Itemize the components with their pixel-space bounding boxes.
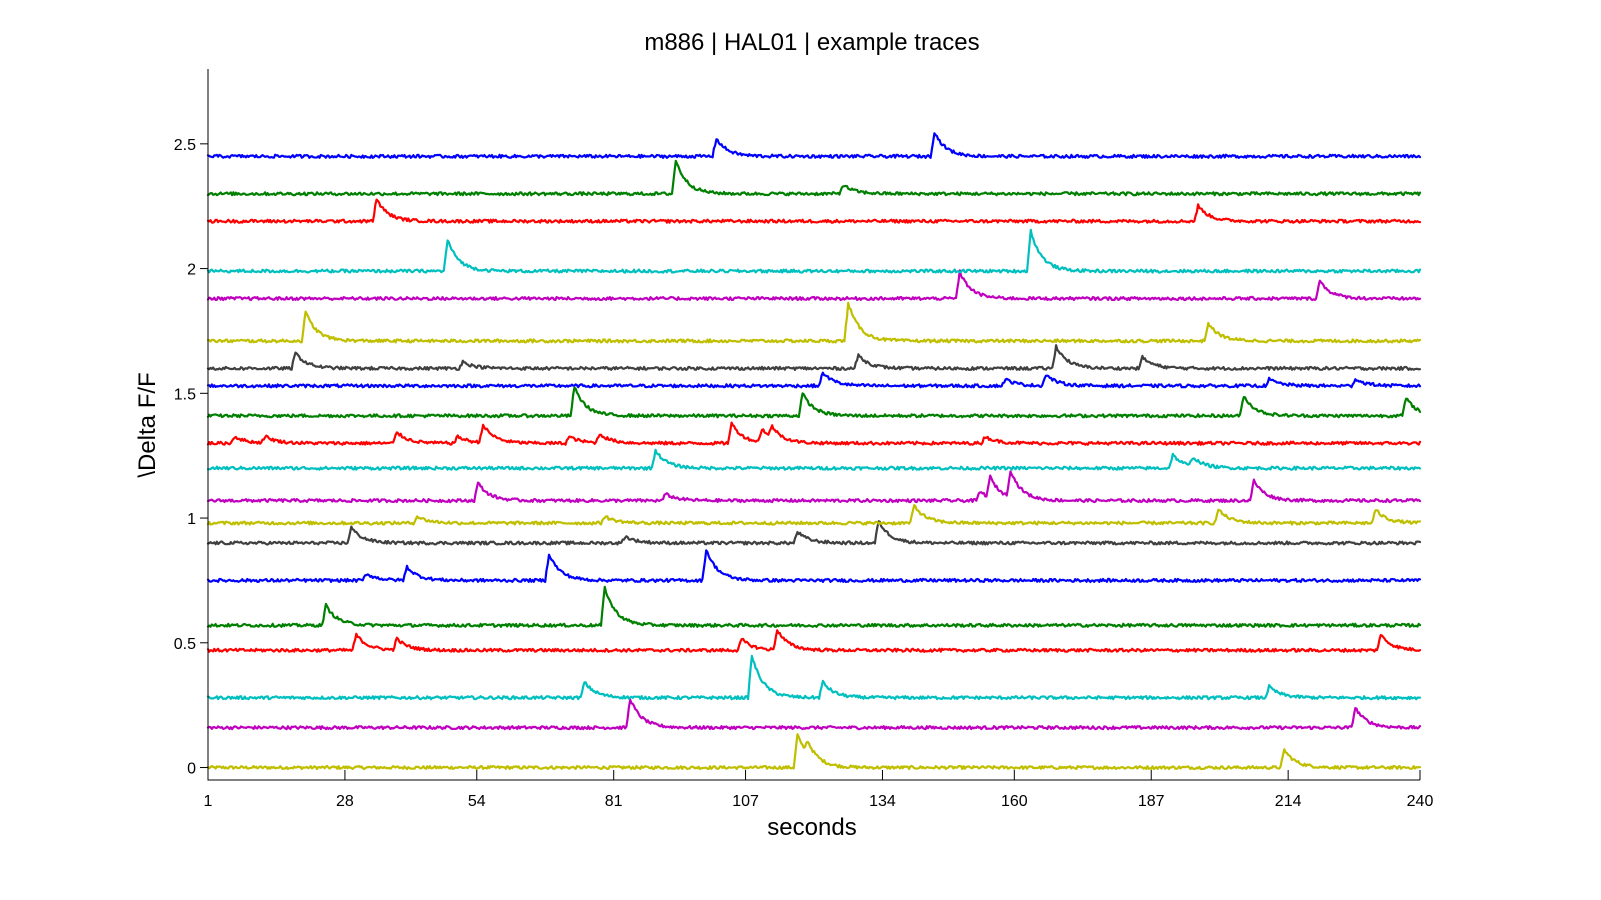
x-tick-label: 240 bbox=[1407, 793, 1434, 810]
x-tick-label: 81 bbox=[605, 793, 623, 810]
trace-line-8 bbox=[206, 504, 1422, 526]
trace-line-13 bbox=[206, 371, 1422, 389]
y-tick-label: 2.5 bbox=[174, 137, 196, 154]
x-tick-label: 134 bbox=[869, 793, 896, 810]
trace-line-10 bbox=[206, 448, 1422, 471]
trace-line-18 bbox=[206, 198, 1422, 224]
trace-line-16 bbox=[206, 269, 1422, 302]
trace-line-4 bbox=[206, 629, 1422, 653]
trace-line-6 bbox=[206, 549, 1422, 584]
trace-line-3 bbox=[206, 654, 1422, 701]
axes-frame bbox=[207, 69, 1420, 781]
x-tick-label: 54 bbox=[468, 793, 486, 810]
trace-line-17 bbox=[206, 228, 1422, 274]
trace-line-5 bbox=[206, 585, 1422, 628]
trace-line-15 bbox=[206, 301, 1422, 344]
trace-line-20 bbox=[206, 132, 1422, 159]
trace-line-14 bbox=[206, 344, 1422, 371]
y-tick-label: 0.5 bbox=[174, 636, 196, 653]
x-tick-label: 1 bbox=[204, 793, 213, 810]
x-axis-label: seconds bbox=[767, 814, 856, 841]
y-axis-ticks: 0 0.5 1 1.5 2 2.5 bbox=[174, 137, 208, 778]
y-tick-label: 2 bbox=[187, 262, 196, 279]
y-tick-label: 1 bbox=[187, 511, 196, 528]
trace-line-11 bbox=[206, 421, 1422, 446]
x-tick-label: 214 bbox=[1275, 793, 1302, 810]
y-tick-label: 1.5 bbox=[174, 386, 196, 403]
x-tick-label: 107 bbox=[732, 793, 759, 810]
chart-title: m886 | HAL01 | example traces bbox=[644, 29, 979, 56]
x-axis-ticks: 1 28 54 81 107 134 160 187 214 240 bbox=[204, 770, 1434, 810]
trace-line-1 bbox=[206, 733, 1422, 771]
traces-group bbox=[206, 132, 1422, 771]
x-tick-label: 160 bbox=[1001, 793, 1028, 810]
x-tick-label: 28 bbox=[336, 793, 354, 810]
trace-line-12 bbox=[206, 386, 1422, 419]
trace-line-19 bbox=[206, 159, 1422, 197]
trace-line-7 bbox=[206, 520, 1422, 546]
y-axis-label: \Delta F/F bbox=[134, 372, 161, 477]
trace-line-9 bbox=[206, 470, 1422, 504]
y-tick-label: 0 bbox=[187, 761, 196, 778]
trace-line-2 bbox=[206, 698, 1422, 731]
x-tick-label: 187 bbox=[1138, 793, 1165, 810]
